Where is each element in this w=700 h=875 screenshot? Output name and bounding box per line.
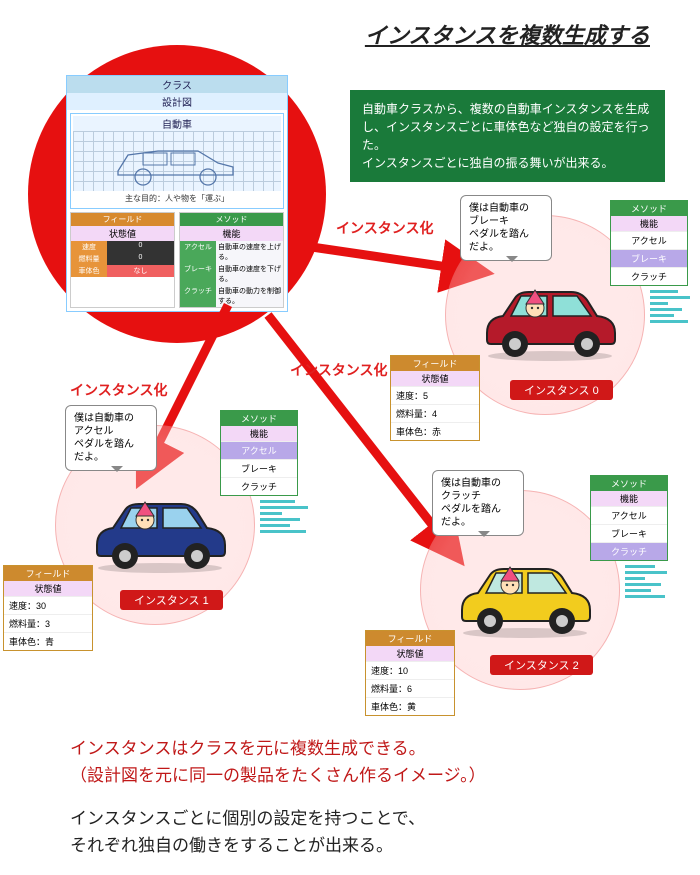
car-0 (475, 278, 625, 368)
speed-lines-2 (625, 565, 667, 598)
arrow-label-2: インスタンス化 (290, 360, 387, 380)
bottom-text-black: インスタンスごとに個別の設定を持つことで、それぞれ独自の働きをすることが出来る。 (70, 805, 425, 859)
speech-bubble-2: 僕は自動車のクラッチペダルを踏んだよ。 (432, 470, 524, 536)
speed-lines-0 (650, 290, 690, 323)
method-panel-2: メソッド機能アクセルブレーキクラッチ (590, 475, 668, 561)
instance-label-0: インスタンス 0 (510, 380, 613, 400)
method-panel-0: メソッド機能アクセルブレーキクラッチ (610, 200, 688, 286)
car-2 (450, 555, 600, 645)
instance-label-2: インスタンス 2 (490, 655, 593, 675)
speech-bubble-1: 僕は自動車のアクセルペダルを踏んだよ。 (65, 405, 157, 471)
field-panel-1: フィールド状態値速度：30燃料量：3車体色：青 (3, 565, 93, 651)
arrow-label-0: インスタンス化 (336, 218, 433, 238)
speed-lines-1 (260, 500, 308, 533)
field-panel-0: フィールド状態値速度：5燃料量：4車体色：赤 (390, 355, 480, 441)
field-panel-2: フィールド状態値速度：10燃料量：6車体色：黄 (365, 630, 455, 716)
bottom-text-red: インスタンスはクラスを元に複数生成できる。（設計図を元に同一の製品をたくさん作る… (70, 735, 486, 789)
speech-bubble-0: 僕は自動車のブレーキペダルを踏んだよ。 (460, 195, 552, 261)
instance-label-1: インスタンス 1 (120, 590, 223, 610)
method-panel-1: メソッド機能アクセルブレーキクラッチ (220, 410, 298, 496)
arrow-label-1: インスタンス化 (70, 380, 167, 400)
car-1 (85, 490, 235, 580)
